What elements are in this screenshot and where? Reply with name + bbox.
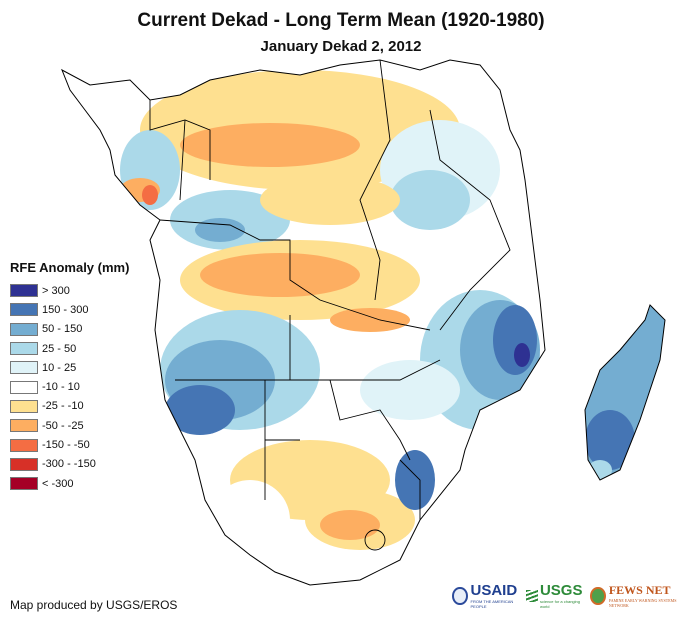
legend-swatch (10, 457, 38, 471)
legend-swatch (10, 342, 38, 356)
legend-item: 25 - 50 (10, 339, 129, 358)
usgs-wave-icon (525, 589, 538, 602)
legend-label: 25 - 50 (42, 342, 77, 355)
legend-item: < -300 (10, 474, 129, 493)
legend-label: > 300 (42, 284, 70, 297)
legend: RFE Anomaly (mm) > 300 150 - 300 50 - 150 2… (10, 260, 129, 493)
credit-text: Map produced by USGS/EROS (10, 598, 178, 612)
fewsnet-logo: FEWS NET FAMINE EARLY WARNING SYSTEMS NET… (590, 583, 682, 608)
usgs-logo: USGS science for a changing world (525, 582, 585, 609)
legend-title: RFE Anomaly (mm) (10, 260, 130, 275)
legend-item: 10 - 25 (10, 358, 129, 377)
madagascar-anomaly-layer (585, 305, 665, 480)
madagascar-coastline (584, 304, 666, 481)
legend-label: -150 - -50 (42, 439, 90, 452)
legend-item: 50 - 150 (10, 320, 129, 339)
legend-item: 150 - 300 (10, 300, 129, 319)
legend-swatch (10, 361, 38, 375)
legend-item: -150 - -50 (10, 435, 129, 454)
legend-swatch (10, 477, 38, 491)
coastline (61, 59, 546, 586)
legend-swatch (10, 303, 38, 317)
map-subtitle: January Dekad 2, 2012 (260, 38, 422, 55)
legend-label: -10 - 10 (42, 381, 80, 394)
legend-item: -300 - -150 (10, 455, 129, 474)
globe-icon (590, 586, 606, 605)
legend-swatch (10, 380, 38, 394)
legend-swatch (10, 399, 38, 413)
usaid-seal-icon (452, 586, 468, 605)
map-title: Current Dekad - Long Term Mean (1920-198… (137, 10, 545, 31)
legend-label: -300 - -150 (42, 458, 96, 471)
legend-item: -10 - 10 (10, 377, 129, 396)
legend-swatch (10, 322, 38, 336)
legend-label: < -300 (42, 477, 74, 490)
usaid-logo: USAID FROM THE AMERICAN PEOPLE (452, 582, 520, 609)
legend-item: -50 - -25 (10, 416, 129, 435)
legend-label: 50 - 150 (42, 323, 83, 336)
legend-item: > 300 (10, 281, 129, 300)
partner-logos: USAID FROM THE AMERICAN PEOPLE USGS scienc… (452, 582, 682, 609)
legend-swatch (10, 438, 38, 452)
legend-label: 150 - 300 (42, 303, 89, 316)
legend-label: 10 - 25 (42, 361, 77, 374)
legend-swatch (10, 419, 38, 433)
legend-label: -25 - -10 (42, 400, 84, 413)
legend-label: -50 - -25 (42, 419, 84, 432)
country-borders (149, 59, 511, 551)
legend-swatch (10, 284, 38, 298)
legend-item: -25 - -10 (10, 397, 129, 416)
